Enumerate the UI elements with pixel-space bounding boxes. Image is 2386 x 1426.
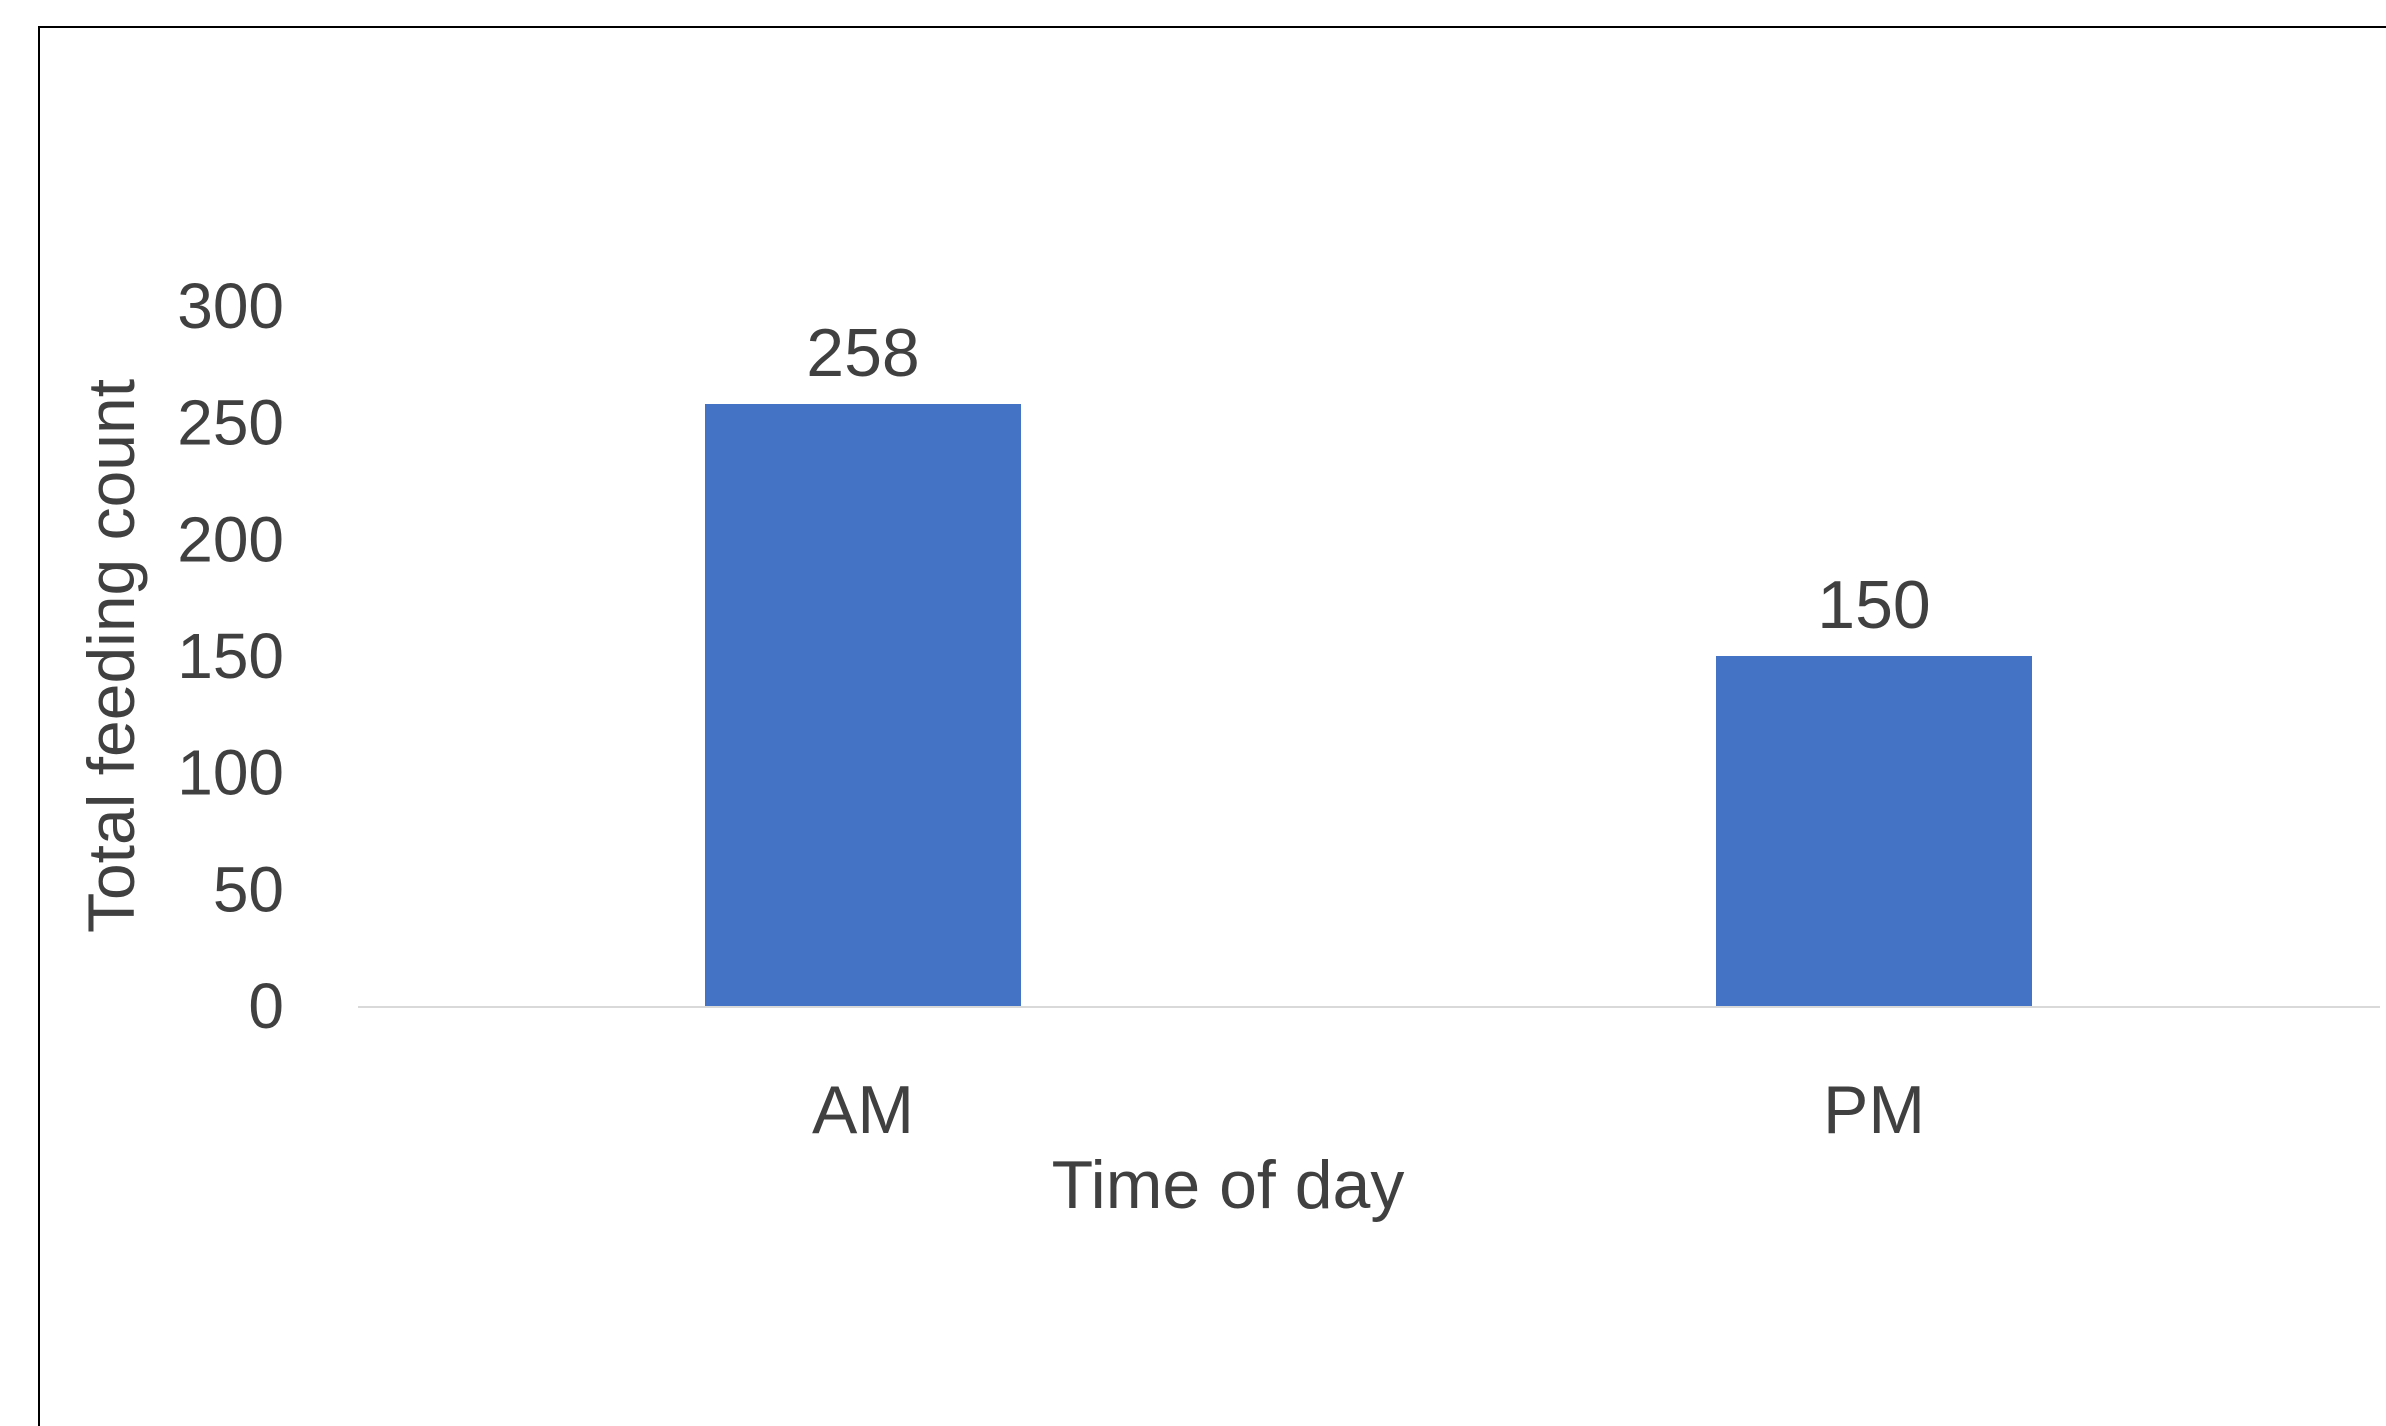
y-tick-label: 200 <box>177 503 284 575</box>
bars <box>705 404 2032 1006</box>
bar-chart: 0 50 100 150 200 250 300 258 150 AM PM Time of d… <box>74 270 2380 1223</box>
data-labels: 258 150 <box>806 315 1930 643</box>
x-axis-title: Time of day <box>1052 1147 1405 1223</box>
bar-pm <box>1716 656 2032 1006</box>
y-tick-label: 0 <box>248 970 284 1042</box>
y-tick-label: 300 <box>177 270 284 342</box>
data-label-am: 258 <box>806 315 919 391</box>
x-axis-category-labels: AM PM <box>812 1072 1925 1148</box>
x-category-label-pm: PM <box>1823 1072 1925 1148</box>
y-tick-label: 50 <box>213 853 284 925</box>
bar-am <box>705 404 1021 1006</box>
y-axis-title: Total feeding count <box>74 379 148 933</box>
data-label-pm: 150 <box>1817 567 1930 643</box>
y-tick-label: 100 <box>177 737 284 809</box>
y-axis-ticks: 0 50 100 150 200 250 300 <box>177 270 284 1042</box>
x-category-label-am: AM <box>812 1072 914 1148</box>
y-tick-label: 250 <box>177 387 284 459</box>
y-tick-label: 150 <box>177 620 284 692</box>
